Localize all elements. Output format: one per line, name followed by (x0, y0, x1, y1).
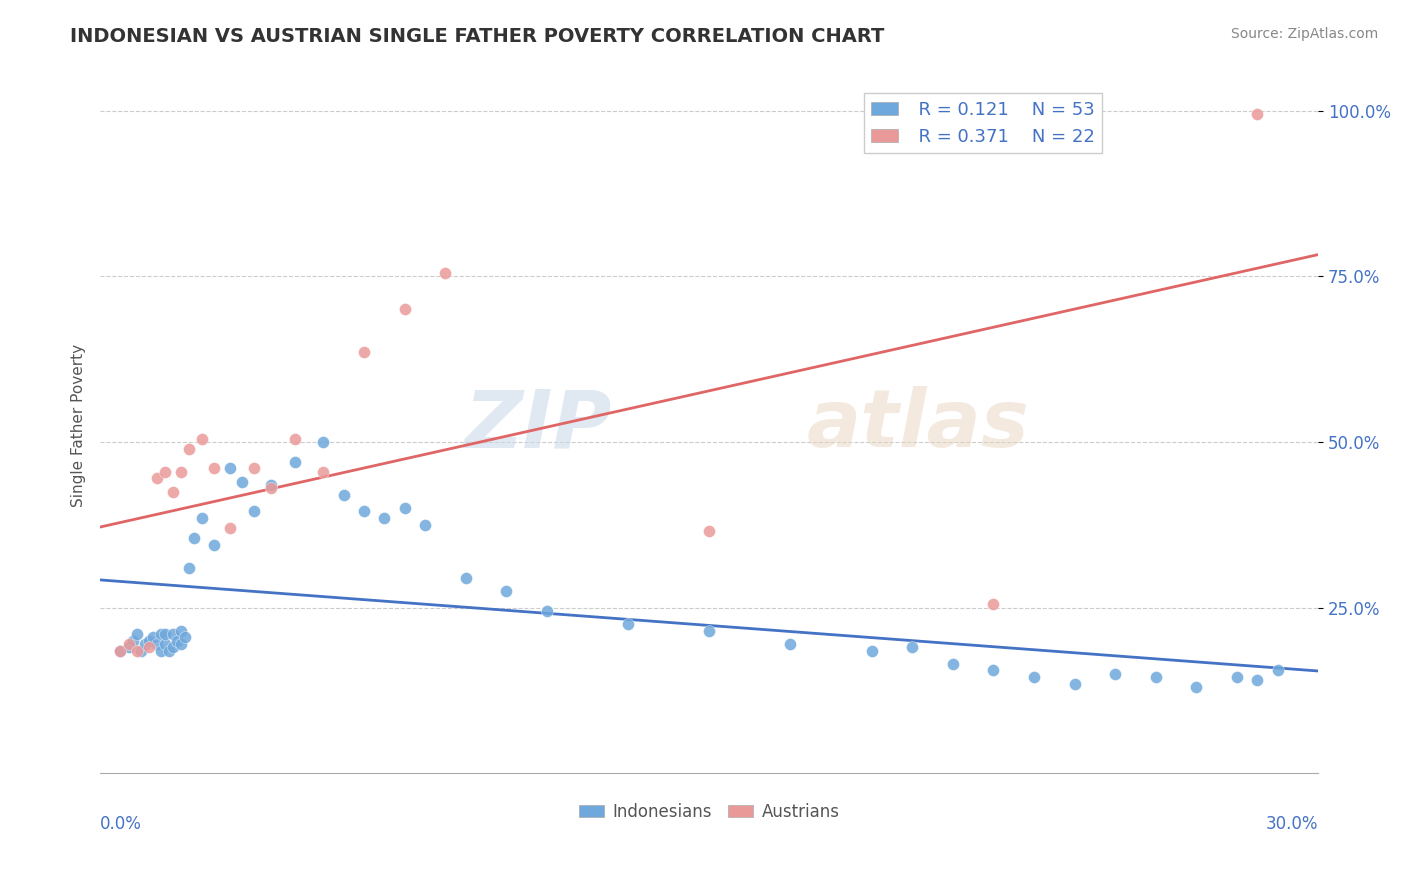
Point (231, 475, 253, 489)
Point (138, 633, 160, 648)
Point (983, 597, 1005, 611)
Point (162, 640, 184, 655)
Point (495, 584, 517, 599)
Point (110, 643, 132, 657)
Point (901, 640, 924, 655)
Point (142, 631, 165, 645)
Point (413, 517, 436, 532)
Point (353, 504, 375, 518)
Point (146, 471, 169, 485)
Point (860, 643, 883, 657)
Text: atlas: atlas (807, 386, 1029, 465)
Point (373, 511, 395, 525)
Point (134, 637, 156, 651)
Point (219, 461, 242, 475)
Point (243, 461, 266, 475)
Y-axis label: Single Father Poverty: Single Father Poverty (72, 343, 86, 507)
Point (146, 637, 169, 651)
Point (202, 461, 225, 475)
Point (1022, 670, 1045, 684)
Point (617, 617, 640, 632)
Point (1185, 680, 1208, 694)
Point (153, 465, 176, 479)
Text: ZIP: ZIP (464, 386, 612, 465)
Point (284, 432, 307, 446)
Point (170, 624, 193, 638)
Point (353, 345, 375, 359)
Point (1226, 670, 1249, 684)
Point (312, 465, 335, 479)
Point (536, 604, 558, 618)
Text: 0.0%: 0.0% (100, 815, 142, 833)
Point (983, 664, 1005, 678)
Point (138, 640, 160, 655)
Point (153, 627, 176, 641)
Point (153, 637, 176, 651)
Point (1246, 673, 1268, 688)
Point (454, 571, 477, 585)
Point (179, 561, 201, 575)
Point (394, 501, 416, 516)
Point (170, 637, 193, 651)
Point (174, 631, 197, 645)
Point (125, 643, 148, 657)
Point (117, 640, 139, 655)
Point (125, 627, 148, 641)
Point (697, 624, 720, 638)
Point (284, 455, 307, 469)
Point (1246, 107, 1268, 121)
Point (190, 511, 212, 525)
Point (157, 643, 180, 657)
Point (183, 531, 205, 545)
Point (312, 434, 335, 449)
Point (243, 504, 266, 518)
Point (190, 432, 212, 446)
Point (219, 521, 242, 535)
Point (260, 478, 283, 492)
Point (150, 643, 173, 657)
Point (1267, 664, 1289, 678)
Point (779, 637, 801, 651)
Point (942, 657, 965, 671)
Text: INDONESIAN VS AUSTRIAN SINGLE FATHER POVERTY CORRELATION CHART: INDONESIAN VS AUSTRIAN SINGLE FATHER POV… (70, 27, 884, 45)
Point (260, 481, 283, 495)
Point (179, 442, 201, 456)
Text: Source: ZipAtlas.com: Source: ZipAtlas.com (1230, 27, 1378, 41)
Point (1104, 666, 1126, 681)
Point (170, 465, 193, 479)
Point (332, 488, 354, 502)
Point (121, 633, 143, 648)
Point (1144, 670, 1167, 684)
Point (110, 643, 132, 657)
Point (117, 637, 139, 651)
Point (162, 484, 184, 499)
Point (202, 538, 225, 552)
Point (129, 643, 152, 657)
Point (697, 524, 720, 539)
Text: 30.0%: 30.0% (1265, 815, 1319, 833)
Point (150, 627, 173, 641)
Point (166, 633, 188, 648)
Point (394, 302, 416, 317)
Point (162, 627, 184, 641)
Legend: Indonesians, Austrians: Indonesians, Austrians (572, 797, 846, 828)
Point (1063, 677, 1085, 691)
Point (434, 266, 457, 280)
